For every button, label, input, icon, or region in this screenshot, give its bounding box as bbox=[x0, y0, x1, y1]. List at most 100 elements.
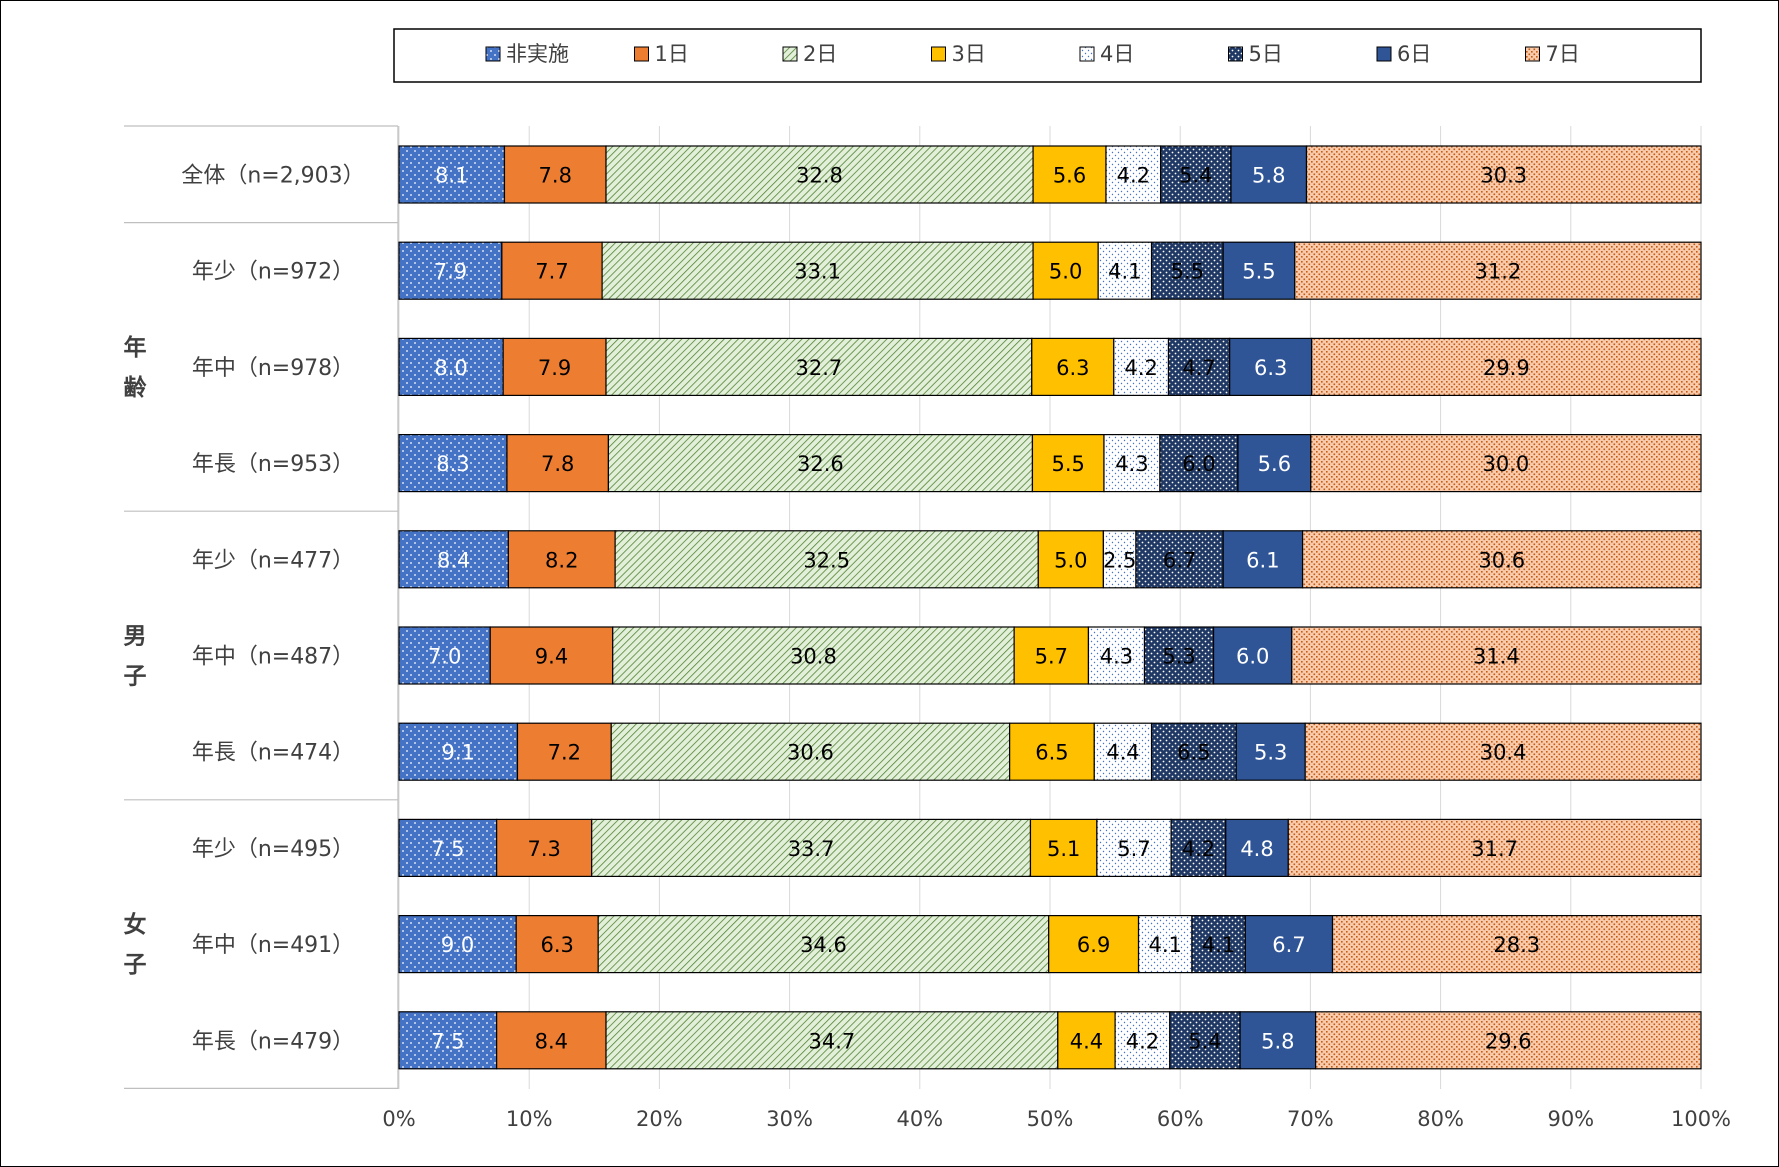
bar-value-label: 34.6 bbox=[800, 933, 847, 957]
bar-value-label: 33.7 bbox=[788, 837, 835, 861]
bar-segment-4日 bbox=[1105, 145, 1162, 204]
bar-segment-1日 bbox=[489, 626, 614, 685]
bar-value-label: 8.3 bbox=[436, 452, 469, 476]
bar-value-label: 5.0 bbox=[1054, 548, 1087, 572]
bar-segment-6日 bbox=[1239, 1011, 1317, 1070]
x-tick-label: 40% bbox=[896, 1107, 943, 1131]
bar-segment-2日 bbox=[597, 914, 1050, 974]
bar-segment-5日 bbox=[1150, 241, 1224, 300]
bar-value-label: 30.8 bbox=[790, 645, 837, 669]
legend-swatch bbox=[485, 46, 501, 62]
x-tick-label: 10% bbox=[506, 1107, 553, 1131]
bar-segment-4日 bbox=[1093, 722, 1153, 781]
bar-value-label: 4.8 bbox=[1240, 837, 1273, 861]
category-label: 年少（n=477） bbox=[192, 548, 354, 573]
bar-value-label: 4.2 bbox=[1182, 837, 1215, 861]
bar-value-label: 4.4 bbox=[1070, 1029, 1103, 1053]
bar-segment-2日 bbox=[605, 145, 1034, 204]
bar-segment-6日 bbox=[1235, 722, 1306, 781]
bar-value-label: 29.9 bbox=[1483, 356, 1530, 380]
x-tick-label: 90% bbox=[1547, 1107, 1594, 1131]
bar-value-label: 4.2 bbox=[1126, 1029, 1159, 1053]
bar-segment-5日 bbox=[1167, 337, 1231, 396]
bar-value-label: 31.7 bbox=[1471, 837, 1518, 861]
bar-value-label: 8.4 bbox=[535, 1029, 568, 1053]
bar-value-label: 7.0 bbox=[428, 645, 461, 669]
legend-swatch bbox=[1525, 46, 1540, 62]
bar-value-label: 6.5 bbox=[1177, 741, 1210, 765]
category-label: 年少（n=495） bbox=[192, 837, 354, 862]
bar-value-label: 5.3 bbox=[1254, 741, 1287, 765]
bar-value-label: 7.9 bbox=[434, 260, 467, 284]
bar-segment-1日 bbox=[502, 337, 607, 396]
bar-segment-3日 bbox=[1031, 434, 1105, 493]
bar-value-label: 4.1 bbox=[1108, 260, 1141, 284]
bar-segment-6日 bbox=[1222, 530, 1304, 589]
bar-segment-6日 bbox=[1230, 145, 1308, 204]
bar-value-label: 9.4 bbox=[535, 645, 568, 669]
bar-segment-非実施 bbox=[398, 434, 508, 493]
x-tick-label: 20% bbox=[636, 1107, 683, 1131]
legend-swatch bbox=[782, 46, 798, 62]
bar-value-label: 6.0 bbox=[1182, 452, 1215, 476]
bar-segment-7日 bbox=[1331, 914, 1702, 974]
bar-segment-2日 bbox=[612, 626, 1015, 685]
bar-value-label: 34.7 bbox=[809, 1029, 856, 1053]
bar-value-label: 5.5 bbox=[1242, 260, 1275, 284]
category-label: 年長（n=479） bbox=[192, 1029, 354, 1054]
bar-segment-非実施 bbox=[398, 626, 491, 685]
category-label: 年長（n=474） bbox=[192, 741, 354, 766]
bar-segment-2日 bbox=[601, 241, 1034, 300]
bar-segment-1日 bbox=[503, 145, 607, 204]
bar-value-label: 6.5 bbox=[1035, 741, 1068, 765]
bar-segment-5日 bbox=[1150, 722, 1237, 781]
category-label: 年中（n=487） bbox=[192, 645, 354, 670]
bar-value-label: 6.7 bbox=[1163, 548, 1196, 572]
bar-value-label: 8.2 bbox=[545, 548, 578, 572]
x-tick-label: 70% bbox=[1287, 1107, 1334, 1131]
group-label: 女子 bbox=[124, 911, 147, 978]
bar-segment-1日 bbox=[515, 914, 599, 974]
bar-value-label: 7.8 bbox=[541, 452, 574, 476]
bar-value-label: 7.7 bbox=[535, 260, 568, 284]
legend-swatch bbox=[931, 46, 946, 62]
bar-value-label: 5.8 bbox=[1261, 1029, 1294, 1053]
x-axis-ticks: 0% 10% 20% 30% 40% 50% 60% 70% 80% 90% 100% bbox=[382, 1107, 1731, 1131]
bar-segment-7日 bbox=[1304, 722, 1702, 781]
legend-swatch bbox=[1376, 46, 1392, 62]
legend: 非実施 1日 2日 3日 4日 5日 6日 7日 bbox=[393, 28, 1702, 83]
legend-label: 3日 bbox=[952, 42, 986, 66]
bar-segment-非実施 bbox=[398, 818, 498, 878]
bar-segment-3日 bbox=[1037, 530, 1104, 589]
bar-segment-1日 bbox=[516, 722, 612, 781]
bar-value-label: 32.5 bbox=[803, 548, 850, 572]
bar-value-label: 31.4 bbox=[1473, 645, 1520, 669]
bar-segment-7日 bbox=[1310, 434, 1702, 493]
bar-value-label: 7.2 bbox=[548, 741, 581, 765]
bar-segment-非実施 bbox=[398, 241, 503, 300]
bar-value-label: 6.9 bbox=[1077, 933, 1110, 957]
bar-value-label: 31.2 bbox=[1475, 260, 1522, 284]
bar-segment-7日 bbox=[1315, 1011, 1702, 1070]
bar-segment-7日 bbox=[1294, 241, 1702, 300]
bar-value-label: 6.3 bbox=[1056, 356, 1089, 380]
bar-value-label: 5.6 bbox=[1053, 164, 1086, 188]
legend-swatch bbox=[1228, 46, 1243, 62]
bar-value-label: 6.3 bbox=[540, 933, 573, 957]
bar-value-label: 7.5 bbox=[431, 1029, 464, 1053]
bar-segment-3日 bbox=[1057, 1011, 1116, 1070]
bar-segment-6日 bbox=[1212, 626, 1293, 685]
bar-segment-2日 bbox=[591, 818, 1032, 878]
bar-segment-1日 bbox=[501, 241, 603, 300]
bar-segment-6日 bbox=[1229, 337, 1313, 396]
legend-label: 非実施 bbox=[506, 42, 569, 66]
bar-segment-非実施 bbox=[398, 145, 506, 204]
bar-value-label: 5.5 bbox=[1171, 260, 1204, 284]
bar-segment-5日 bbox=[1170, 818, 1227, 878]
bar-value-label: 9.1 bbox=[442, 741, 475, 765]
bar-value-label: 4.1 bbox=[1149, 933, 1182, 957]
bar-segment-7日 bbox=[1301, 530, 1702, 589]
bar-segment-5日 bbox=[1143, 626, 1215, 685]
